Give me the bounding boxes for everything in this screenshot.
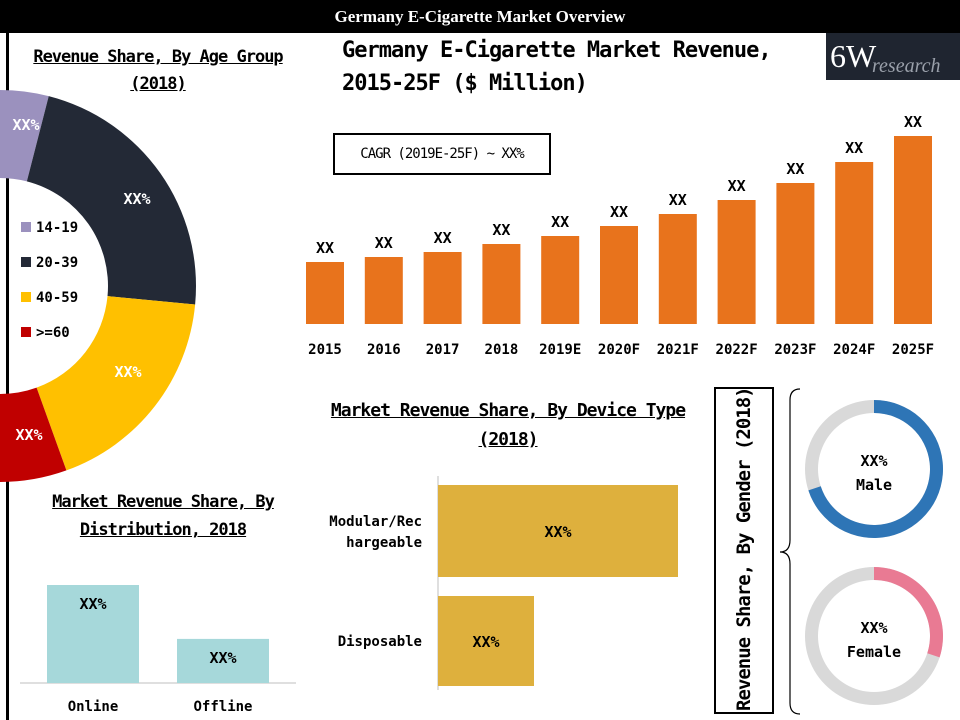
distribution-tick-label: Offline bbox=[193, 699, 252, 715]
header-bar bbox=[0, 0, 960, 33]
logo-main: 6W bbox=[830, 38, 877, 74]
age-chart-title-line2: (2018) bbox=[130, 74, 186, 94]
age-legend-label: 14-19 bbox=[36, 220, 78, 236]
age-legend-swatch bbox=[21, 327, 31, 337]
revenue-data-label: XX bbox=[904, 113, 922, 131]
age-donut-chart: XX% XX% XX% XX% 14-19 20-39 40-59 >=60 bbox=[0, 90, 196, 482]
revenue-tick-label: 2020F bbox=[598, 342, 640, 358]
gender-brace bbox=[779, 388, 801, 715]
gender-data-label: XX% bbox=[860, 452, 887, 470]
cagr-label: CAGR (2019E-25F) ~ XX% bbox=[360, 146, 524, 162]
revenue-chart-title-line1: Germany E-Cigarette Market Revenue, bbox=[342, 38, 772, 63]
revenue-bar-2025F bbox=[894, 136, 932, 324]
revenue-tick-label: 2017 bbox=[426, 342, 460, 358]
age-legend-label: 40-59 bbox=[36, 290, 78, 306]
revenue-data-label: XX bbox=[669, 191, 687, 209]
device-chart-title-line2: (2018) bbox=[478, 429, 538, 450]
logo-sub: research bbox=[872, 55, 941, 77]
distribution-tick-label: Online bbox=[68, 699, 119, 715]
revenue-data-label: XX bbox=[434, 229, 452, 247]
revenue-bar-2017 bbox=[423, 252, 462, 324]
revenue-tick-label: 2024F bbox=[833, 342, 875, 358]
revenue-tick-label: 2023F bbox=[774, 342, 816, 358]
revenue-data-label: XX bbox=[375, 234, 393, 252]
revenue-data-label: XX bbox=[610, 203, 628, 221]
distribution-chart-title: Market Revenue Share, By Distribution, 2… bbox=[30, 488, 296, 544]
revenue-data-label: XX bbox=[786, 160, 804, 178]
age-data-label: XX% bbox=[114, 363, 141, 381]
left-frame-line bbox=[6, 33, 9, 720]
age-chart-title: Revenue Share, By Age Group (2018) bbox=[10, 44, 306, 98]
revenue-data-label: XX bbox=[728, 177, 746, 195]
age-slice-20-39 bbox=[26, 96, 196, 305]
distribution-data-label: XX% bbox=[79, 595, 106, 613]
gender-donut-charts: XX% Male XX% Female bbox=[804, 400, 943, 705]
device-bar-disposable bbox=[438, 596, 534, 686]
revenue-tick-label: 2015 bbox=[308, 342, 342, 358]
gender-category-label: Male bbox=[856, 476, 892, 494]
distribution-chart-title-line2: Distribution, 2018 bbox=[79, 520, 247, 540]
device-chart-title-line1: Market Revenue Share, By Device Type bbox=[330, 400, 686, 421]
revenue-tick-label: 2022F bbox=[716, 342, 758, 358]
gender-title-box: Revenue Share, By Gender (2018) bbox=[714, 387, 774, 714]
age-slice->=60 bbox=[0, 387, 67, 482]
age-legend-label: 20-39 bbox=[36, 255, 78, 271]
device-data-label: XX% bbox=[544, 523, 571, 541]
age-legend-swatch bbox=[21, 222, 31, 232]
revenue-bar-2020F bbox=[600, 226, 638, 324]
revenue-data-label: XX bbox=[316, 239, 334, 257]
revenue-bar-2018 bbox=[482, 244, 521, 324]
age-data-label: XX% bbox=[15, 426, 42, 444]
page-title: Germany E-Cigarette Market Overview bbox=[334, 7, 626, 26]
age-legend-label: >=60 bbox=[36, 325, 70, 341]
revenue-bar-2019E bbox=[541, 236, 580, 324]
device-bar-modular bbox=[438, 485, 678, 577]
age-data-label: XX% bbox=[123, 190, 150, 208]
device-tick-label: Disposable bbox=[338, 634, 422, 650]
age-data-label: XX% bbox=[12, 116, 39, 134]
revenue-bar-2016 bbox=[364, 257, 403, 324]
revenue-tick-label: 2019E bbox=[539, 342, 581, 358]
age-slice-40-59 bbox=[36, 296, 196, 471]
distribution-bar-chart: XX% Online XX% Offline bbox=[20, 585, 296, 715]
revenue-chart-title: Germany E-Cigarette Market Revenue, 2015… bbox=[342, 34, 772, 100]
distribution-data-label: XX% bbox=[209, 649, 236, 667]
revenue-tick-label: 2025F bbox=[892, 342, 934, 358]
distribution-bar-offline bbox=[177, 638, 269, 683]
revenue-bar-2015 bbox=[306, 262, 344, 324]
cagr-box: CAGR (2019E-25F) ~ XX% bbox=[333, 133, 551, 175]
revenue-bar-2021F bbox=[658, 214, 697, 324]
revenue-tick-label: 2018 bbox=[485, 342, 519, 358]
device-chart-title: Market Revenue Share, By Device Type (20… bbox=[318, 396, 698, 454]
age-chart-title-line1: Revenue Share, By Age Group bbox=[33, 47, 283, 67]
distribution-bar-online bbox=[47, 585, 139, 683]
device-bar-chart: XX% Modular/Rec hargeable XX% Disposable bbox=[329, 476, 678, 690]
age-slice-14-19 bbox=[0, 90, 49, 182]
device-tick-label: Modular/Rec bbox=[329, 514, 422, 530]
revenue-bar-2024F bbox=[835, 162, 874, 324]
revenue-tick-label: 2021F bbox=[657, 342, 699, 358]
gender-data-label: XX% bbox=[860, 619, 887, 637]
revenue-data-label: XX bbox=[492, 221, 510, 239]
revenue-data-label: XX bbox=[551, 213, 569, 231]
device-tick-label: hargeable bbox=[346, 535, 422, 551]
revenue-chart-title-line2: 2015-25F ($ Million) bbox=[342, 71, 588, 96]
revenue-tick-label: 2016 bbox=[367, 342, 401, 358]
distribution-chart-title-line1: Market Revenue Share, By bbox=[52, 492, 275, 512]
revenue-bar-2022F bbox=[717, 200, 756, 324]
age-legend-swatch bbox=[21, 292, 31, 302]
gender-category-label: Female bbox=[847, 643, 901, 661]
revenue-bar-2023F bbox=[776, 183, 815, 324]
age-legend-swatch bbox=[21, 257, 31, 267]
logo: 6W research bbox=[826, 33, 960, 80]
gender-slice-female bbox=[874, 567, 943, 658]
revenue-bar-chart: XX 2015 XX 2016 XX 2017 XX 2018 XX 2019E XX 2020F XX… bbox=[306, 113, 934, 358]
device-data-label: XX% bbox=[472, 633, 499, 651]
revenue-data-label: XX bbox=[845, 139, 863, 157]
